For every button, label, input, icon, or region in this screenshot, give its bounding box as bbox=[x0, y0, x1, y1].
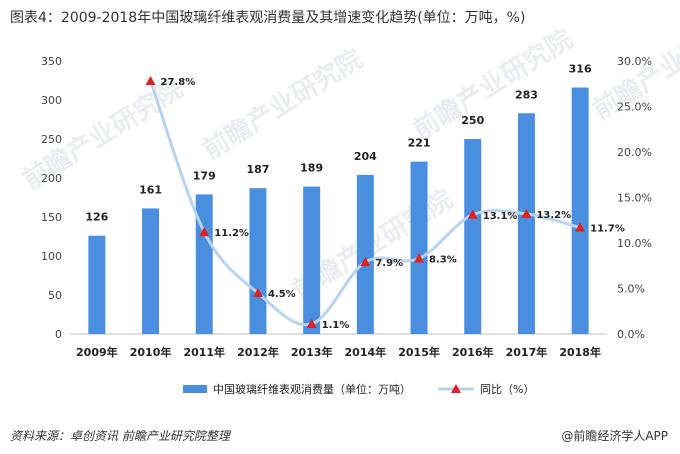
growth-value-label: 11.2% bbox=[214, 228, 249, 239]
x-tick-label: 2010年 bbox=[130, 345, 172, 359]
growth-value-label: 27.8% bbox=[161, 77, 196, 88]
y-left-tick-label: 350 bbox=[41, 55, 62, 68]
growth-marker bbox=[414, 253, 425, 263]
bar bbox=[303, 186, 321, 334]
bar bbox=[464, 139, 482, 334]
bar bbox=[249, 188, 267, 334]
y-left-tick-label: 100 bbox=[41, 250, 62, 263]
bar bbox=[195, 194, 213, 334]
line-series: 27.8% 11.2% 4.5% 1.1% 7.9% 8.3% 13.1% 13.2% 11.7… bbox=[145, 76, 625, 331]
growth-value-label: 13.1% bbox=[483, 211, 518, 222]
y-right-tick-label: 5.0% bbox=[617, 283, 645, 296]
y-right-tick-label: 15.0% bbox=[617, 192, 652, 205]
growth-marker bbox=[199, 227, 210, 237]
legend-label-bar: 中国玻璃纤维表观消费量（单位：万吨） bbox=[213, 382, 411, 396]
bar bbox=[356, 174, 374, 334]
bar-value-label: 250 bbox=[461, 114, 484, 127]
x-tick-label: 2011年 bbox=[183, 345, 225, 359]
x-tick-label: 2015年 bbox=[398, 345, 440, 359]
growth-marker bbox=[521, 208, 532, 218]
bar-value-label: 283 bbox=[515, 88, 538, 101]
y-left-tick-label: 0 bbox=[55, 328, 62, 341]
growth-marker bbox=[145, 76, 156, 86]
bar-value-label: 221 bbox=[408, 137, 431, 150]
bar bbox=[142, 208, 160, 334]
x-tick-label: 2016年 bbox=[452, 345, 494, 359]
x-tick-label: 2012年 bbox=[237, 345, 279, 359]
growth-value-label: 8.3% bbox=[429, 254, 457, 265]
y-right-tick-label: 0.0% bbox=[617, 328, 645, 341]
x-tick-label: 2013年 bbox=[291, 345, 333, 359]
growth-value-label: 7.9% bbox=[375, 258, 403, 269]
bar-value-label: 126 bbox=[85, 211, 108, 224]
bar-value-label: 187 bbox=[246, 163, 269, 176]
bar bbox=[88, 235, 106, 334]
legend-swatch-marker bbox=[451, 384, 461, 393]
growth-marker bbox=[306, 318, 317, 328]
axes: 0501001502002503003500.0%5.0%10.0%15.0%2… bbox=[41, 55, 652, 359]
bar bbox=[571, 87, 589, 335]
bar bbox=[410, 161, 428, 334]
legend: 中国玻璃纤维表观消费量（单位：万吨） 同比（%） bbox=[183, 382, 534, 396]
y-right-tick-label: 20.0% bbox=[617, 146, 652, 159]
source-note: 资料来源：卓创资讯 前瞻产业研究院整理 bbox=[10, 429, 230, 443]
growth-marker bbox=[575, 222, 586, 232]
y-left-tick-label: 200 bbox=[41, 172, 62, 185]
y-right-tick-label: 10.0% bbox=[617, 237, 652, 250]
growth-value-label: 1.1% bbox=[322, 320, 350, 331]
y-right-tick-label: 25.0% bbox=[617, 101, 652, 114]
bar bbox=[517, 113, 535, 334]
watermark-text: 前瞻产业研究院 bbox=[407, 23, 578, 146]
y-left-tick-label: 50 bbox=[48, 289, 62, 302]
y-left-tick-label: 300 bbox=[41, 94, 62, 107]
legend-swatch-bar bbox=[183, 385, 207, 393]
growth-value-label: 4.5% bbox=[268, 289, 296, 300]
bar-value-label: 179 bbox=[193, 169, 216, 182]
bar-value-label: 204 bbox=[354, 150, 377, 163]
y-right-tick-label: 30.0% bbox=[617, 55, 652, 68]
x-tick-label: 2009年 bbox=[76, 345, 118, 359]
growth-value-label: 11.7% bbox=[590, 224, 625, 235]
y-left-tick-label: 150 bbox=[41, 211, 62, 224]
legend-label-line: 同比（%） bbox=[480, 383, 534, 396]
watermark-text: 前瞻产业研究院 bbox=[197, 43, 368, 166]
bar-series: 126 161 179 187 189 204 221 250 283 316 bbox=[85, 63, 592, 335]
x-tick-label: 2014年 bbox=[345, 345, 387, 359]
bar-value-label: 316 bbox=[569, 63, 592, 76]
bar-value-label: 189 bbox=[300, 162, 323, 175]
growth-marker bbox=[360, 257, 371, 267]
growth-marker bbox=[252, 288, 263, 298]
growth-marker bbox=[467, 209, 478, 219]
x-tick-label: 2018年 bbox=[559, 345, 601, 359]
growth-value-label: 13.2% bbox=[536, 210, 571, 221]
brand-note: @前瞻经济学人APP bbox=[561, 429, 668, 443]
x-tick-label: 2017年 bbox=[506, 345, 548, 359]
chart-title: 图表4：2009-2018年中国玻璃纤维表观消费量及其增速变化趋势(单位：万吨，… bbox=[10, 10, 526, 26]
y-left-tick-label: 250 bbox=[41, 133, 62, 146]
bar-value-label: 161 bbox=[139, 183, 162, 196]
